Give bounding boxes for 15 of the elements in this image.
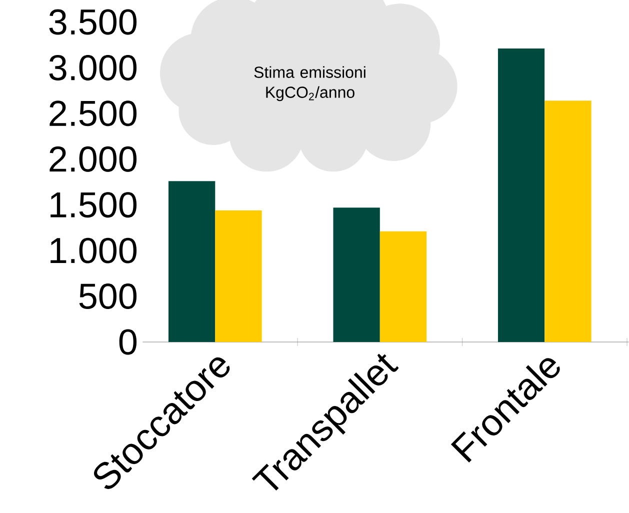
y-tick-label: 500 — [79, 284, 137, 310]
bar — [498, 48, 545, 342]
y-tick-label: 2.000 — [50, 146, 137, 172]
y-tick-label: 1.000 — [50, 238, 137, 264]
bar — [333, 208, 380, 342]
y-tick-label: 0 — [119, 329, 137, 355]
y-tick-label: 1.500 — [50, 192, 137, 218]
bar — [544, 100, 592, 342]
y-tick-label: 3.000 — [49, 54, 137, 80]
y-tick-label: 3.500 — [49, 9, 137, 35]
bar — [168, 181, 216, 342]
annotation: Stima emissioni KgCO$_{2}$/anno — [254, 66, 366, 102]
y-tick-label: 2.500 — [50, 100, 137, 126]
bar — [380, 231, 427, 342]
bar — [215, 210, 262, 342]
